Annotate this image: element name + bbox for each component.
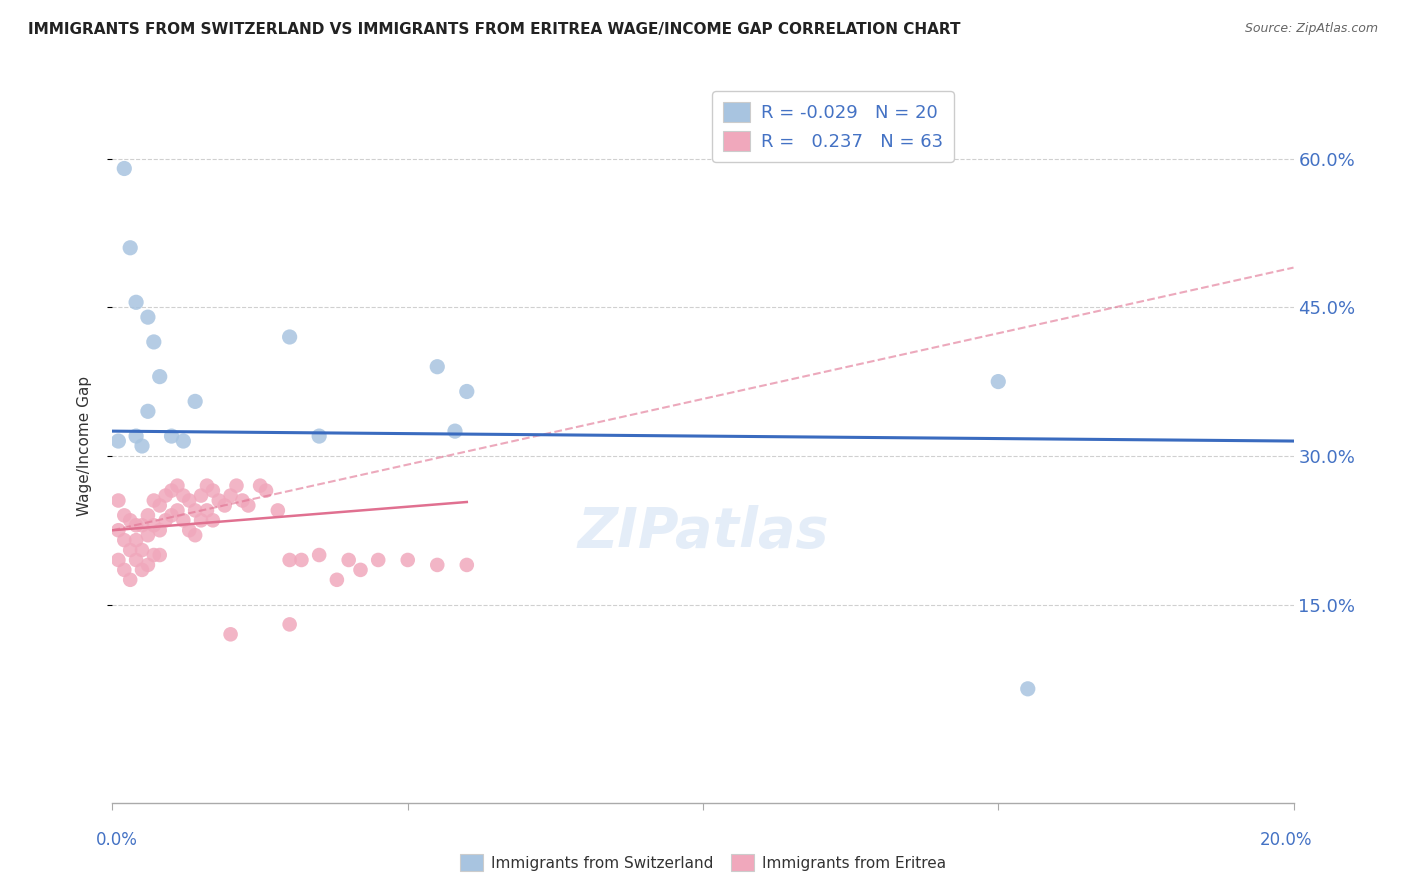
Point bbox=[456, 558, 478, 572]
Point bbox=[172, 434, 194, 448]
Point bbox=[112, 508, 135, 523]
Point bbox=[131, 518, 153, 533]
Point bbox=[190, 489, 212, 503]
Point bbox=[149, 369, 172, 384]
Point bbox=[112, 161, 135, 176]
Point bbox=[166, 503, 188, 517]
Point bbox=[149, 548, 172, 562]
Text: IMMIGRANTS FROM SWITZERLAND VS IMMIGRANTS FROM ERITREA WAGE/INCOME GAP CORRELATI: IMMIGRANTS FROM SWITZERLAND VS IMMIGRANT… bbox=[28, 22, 960, 37]
Point bbox=[308, 429, 330, 443]
Point bbox=[136, 404, 159, 418]
Point bbox=[107, 493, 129, 508]
Text: ZIPatlas: ZIPatlas bbox=[578, 505, 828, 558]
Point bbox=[214, 499, 236, 513]
Point bbox=[179, 493, 201, 508]
Point bbox=[142, 493, 165, 508]
Point bbox=[112, 533, 135, 548]
Point bbox=[149, 523, 172, 537]
Point bbox=[142, 548, 165, 562]
Point bbox=[166, 478, 188, 492]
Point bbox=[249, 478, 271, 492]
Point bbox=[231, 493, 253, 508]
Point bbox=[444, 424, 467, 438]
Point bbox=[426, 558, 449, 572]
Point bbox=[112, 563, 135, 577]
Point bbox=[155, 489, 177, 503]
Point bbox=[172, 489, 194, 503]
Point bbox=[107, 434, 129, 448]
Point bbox=[120, 543, 142, 558]
Point bbox=[179, 523, 201, 537]
Point bbox=[125, 533, 148, 548]
Point bbox=[278, 617, 301, 632]
Point bbox=[219, 489, 242, 503]
Point bbox=[120, 241, 142, 255]
Point bbox=[456, 384, 478, 399]
Point bbox=[267, 503, 290, 517]
Point bbox=[190, 513, 212, 527]
Text: 0.0%: 0.0% bbox=[96, 831, 138, 849]
Point bbox=[238, 499, 260, 513]
Point bbox=[149, 499, 172, 513]
Point bbox=[125, 429, 148, 443]
Point bbox=[184, 528, 207, 542]
Point bbox=[136, 310, 159, 325]
Text: Source: ZipAtlas.com: Source: ZipAtlas.com bbox=[1244, 22, 1378, 36]
Y-axis label: Wage/Income Gap: Wage/Income Gap bbox=[77, 376, 91, 516]
Point bbox=[136, 528, 159, 542]
Point bbox=[219, 627, 242, 641]
Point bbox=[426, 359, 449, 374]
Point bbox=[142, 334, 165, 349]
Point bbox=[131, 543, 153, 558]
Point bbox=[160, 483, 183, 498]
Point bbox=[160, 429, 183, 443]
Point bbox=[131, 563, 153, 577]
Point bbox=[396, 553, 419, 567]
Point bbox=[349, 563, 371, 577]
Point bbox=[290, 553, 312, 567]
Point bbox=[107, 553, 129, 567]
Point bbox=[120, 573, 142, 587]
Point bbox=[184, 394, 207, 409]
Point bbox=[125, 295, 148, 310]
Point bbox=[326, 573, 349, 587]
Legend: Immigrants from Switzerland, Immigrants from Eritrea: Immigrants from Switzerland, Immigrants … bbox=[454, 848, 952, 877]
Point bbox=[254, 483, 277, 498]
Point bbox=[136, 558, 159, 572]
Point bbox=[201, 483, 224, 498]
Point bbox=[131, 439, 153, 453]
Point bbox=[278, 330, 301, 344]
Point bbox=[308, 548, 330, 562]
Point bbox=[987, 375, 1010, 389]
Point bbox=[337, 553, 360, 567]
Point bbox=[125, 518, 148, 533]
Point bbox=[208, 493, 231, 508]
Point bbox=[278, 553, 301, 567]
Point bbox=[136, 508, 159, 523]
Point bbox=[155, 513, 177, 527]
Point bbox=[195, 503, 218, 517]
Point bbox=[195, 478, 218, 492]
Point bbox=[184, 503, 207, 517]
Point bbox=[107, 523, 129, 537]
Point bbox=[160, 508, 183, 523]
Point bbox=[172, 513, 194, 527]
Point bbox=[125, 553, 148, 567]
Point bbox=[201, 513, 224, 527]
Point bbox=[1017, 681, 1039, 696]
Point bbox=[120, 513, 142, 527]
Point bbox=[142, 518, 165, 533]
Point bbox=[367, 553, 389, 567]
Text: 20.0%: 20.0% bbox=[1260, 831, 1313, 849]
Point bbox=[225, 478, 247, 492]
